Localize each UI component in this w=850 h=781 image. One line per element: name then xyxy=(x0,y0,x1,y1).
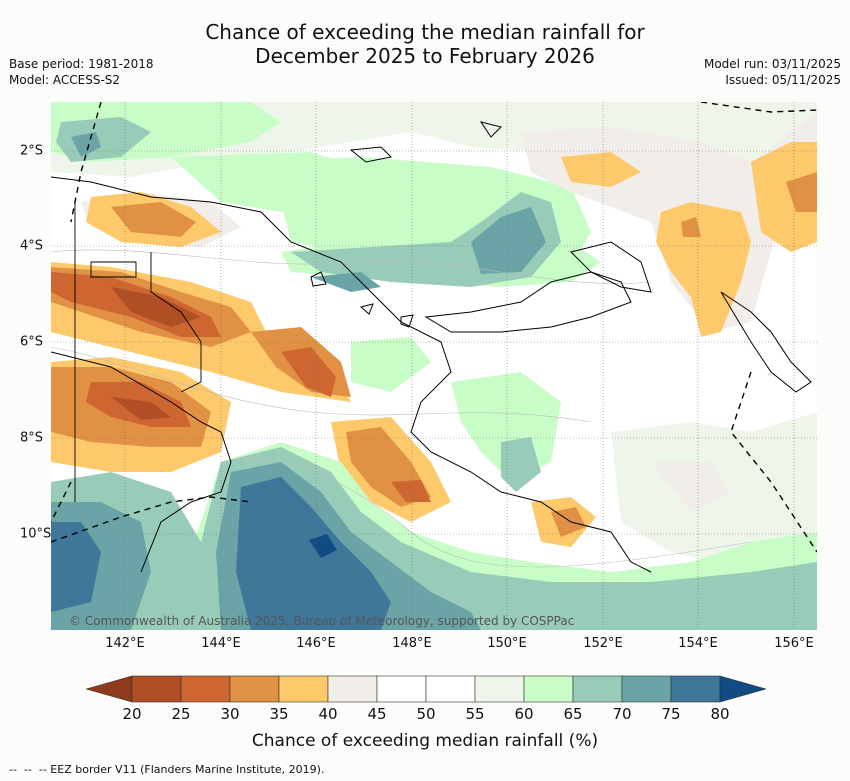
probability-map: © Commonwealth of Australia 2025, Bureau… xyxy=(51,102,817,630)
run-info: Model run: 03/11/2025 Issued: 05/11/2025 xyxy=(704,56,841,88)
colorbar-cell xyxy=(278,675,329,703)
lon-label: 152°E xyxy=(583,636,623,651)
colorbar-cell xyxy=(621,675,672,703)
colorbar-tick-label: 45 xyxy=(367,705,387,723)
model-info: Base period: 1981-2018 Model: ACCESS-S2 xyxy=(9,56,154,88)
colorbar-cell xyxy=(425,675,476,703)
title-line-1: Chance of exceeding the median rainfall … xyxy=(205,20,645,44)
colorbar-title: Chance of exceeding median rainfall (%) xyxy=(251,731,599,751)
dashed-line-icon: -- -- xyxy=(9,763,39,776)
colorbar-tick-label: 80 xyxy=(710,705,730,723)
lon-label: 148°E xyxy=(392,636,432,651)
colorbar-tick-label: 65 xyxy=(563,705,583,723)
colorbar-tick-label: 75 xyxy=(661,705,681,723)
colorbar xyxy=(86,675,766,703)
lat-label: 2°S xyxy=(20,143,44,159)
base-period: Base period: 1981-2018 xyxy=(9,57,154,71)
colorbar-tick-label: 40 xyxy=(318,705,338,723)
colorbar-cell xyxy=(180,675,231,703)
copyright-notice: © Commonwealth of Australia 2025, Bureau… xyxy=(69,614,575,628)
colorbar-cell xyxy=(376,675,427,703)
colorbar-tick-label: 25 xyxy=(171,705,191,723)
colorbar-tick-label: 70 xyxy=(612,705,632,723)
lon-label: 154°E xyxy=(678,636,718,651)
eez-legend-text: -- EEZ border V11 (Flanders Marine Insti… xyxy=(38,763,325,776)
colorbar-tick-label: 20 xyxy=(122,705,142,723)
colorbar-cell xyxy=(131,675,182,703)
colorbar-cell xyxy=(327,675,378,703)
model-run-date: Model run: 03/11/2025 xyxy=(703,57,841,71)
colorbar-cell xyxy=(229,675,280,703)
colorbar-tick-label: 35 xyxy=(269,705,289,723)
colorbar-cell xyxy=(474,675,525,703)
title-line-2: December 2025 to February 2026 xyxy=(255,44,595,68)
colorbar-cell xyxy=(523,675,574,703)
colorbar-cell xyxy=(572,675,623,703)
lon-label: 156°E xyxy=(774,636,814,651)
colorbar-tick-label: 60 xyxy=(514,705,534,723)
lon-label: 146°E xyxy=(296,636,336,651)
issued-date: Issued: 05/11/2025 xyxy=(725,73,841,87)
lon-label: 142°E xyxy=(105,636,145,651)
colorbar-under-triangle xyxy=(86,675,133,703)
lat-label: 8°S xyxy=(20,430,44,446)
lat-label: 4°S xyxy=(20,238,44,254)
lon-label: 144°E xyxy=(201,636,241,651)
colorbar-over-triangle xyxy=(719,675,766,703)
colorbar-tick-label: 50 xyxy=(416,705,436,723)
model-name: Model: ACCESS-S2 xyxy=(9,73,121,87)
eez-legend: -- -- -- EEZ border V11 (Flanders Marine… xyxy=(9,763,324,776)
lon-label: 150°E xyxy=(487,636,527,651)
colorbar-tick-label: 55 xyxy=(465,705,485,723)
map-graphic xyxy=(51,102,817,630)
colorbar-cell xyxy=(670,675,721,703)
lat-label: 6°S xyxy=(20,334,44,350)
colorbar-tick-label: 30 xyxy=(220,705,240,723)
map-title: Chance of exceeding the median rainfall … xyxy=(0,20,850,68)
lat-label: 10°S xyxy=(20,526,52,542)
